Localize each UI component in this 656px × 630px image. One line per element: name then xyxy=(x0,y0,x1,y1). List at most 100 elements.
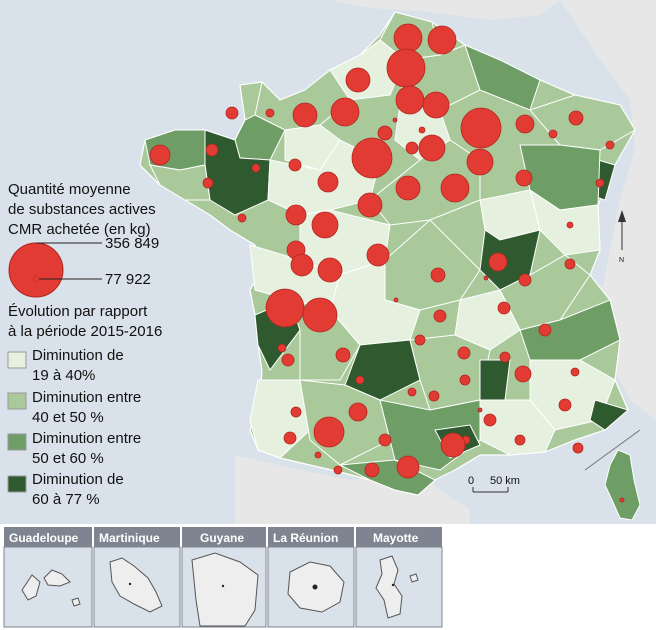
legend-evolution-title-1: Évolution par rapport xyxy=(8,303,148,320)
department-bubble xyxy=(422,91,450,119)
department-bubble xyxy=(515,169,533,187)
department-bubble xyxy=(407,387,417,397)
department-bubble xyxy=(459,374,471,386)
inset-label-martinique: Martinique xyxy=(99,531,160,545)
department-bubble xyxy=(414,334,426,346)
department-bubble xyxy=(395,85,425,115)
svg-text:N: N xyxy=(619,257,624,264)
neighbour-land-north xyxy=(330,0,560,20)
department-bubble xyxy=(366,243,390,267)
department-bubble xyxy=(460,107,502,149)
martinique-island xyxy=(109,557,163,613)
department-bubble xyxy=(538,323,552,337)
department-bubble xyxy=(488,252,508,272)
legend-class-1-line1: Diminution de xyxy=(32,347,124,364)
legend-size-title-2: de substances actives xyxy=(8,201,156,218)
department-area xyxy=(464,44,541,111)
inset-map-mayotte xyxy=(355,546,443,628)
department-bubble xyxy=(595,178,605,188)
inset-label-mayotte: Mayotte xyxy=(373,531,419,545)
department-bubble xyxy=(514,434,526,446)
legend-swatch-2 xyxy=(7,392,27,410)
overseas-insets: Guadeloupe Martinique Guyane La Réunion … xyxy=(3,527,443,628)
department-bubble xyxy=(290,406,302,418)
inset-header-martinique xyxy=(94,527,180,547)
department-bubble xyxy=(393,297,399,303)
department-bubble xyxy=(477,407,483,413)
department-bubble xyxy=(290,253,314,277)
legend-size-max: 356 849 xyxy=(105,235,159,252)
department-bubble xyxy=(283,431,297,445)
svg-text:50 km: 50 km xyxy=(490,475,520,487)
department-bubble xyxy=(335,347,351,363)
department-bubble xyxy=(311,211,339,239)
department-bubble xyxy=(405,141,419,155)
department-bubble xyxy=(281,353,295,367)
department-area xyxy=(589,399,630,431)
legend-bubble-min xyxy=(32,275,40,283)
department-bubble xyxy=(317,257,343,283)
department-bubble xyxy=(237,213,247,223)
department-bubble xyxy=(548,129,558,139)
mayotte-island xyxy=(375,555,419,619)
department-bubble xyxy=(499,351,511,363)
department-bubble xyxy=(348,402,368,422)
department-bubble xyxy=(378,433,392,447)
legend-size-title-1: Quantité moyenne xyxy=(8,181,131,198)
department-bubble xyxy=(572,442,584,454)
department-bubble xyxy=(396,455,420,479)
department-area xyxy=(479,359,511,401)
department-bubble xyxy=(351,137,393,179)
department-bubble xyxy=(386,48,426,88)
department-bubble xyxy=(418,126,426,134)
department-bubble xyxy=(205,143,219,157)
guadeloupe-island xyxy=(21,569,81,607)
department-bubble xyxy=(330,97,360,127)
legend-class-3-line2: 50 et 60 % xyxy=(32,450,104,467)
department-bubble xyxy=(285,204,307,226)
department-bubble xyxy=(313,416,345,448)
department-bubble xyxy=(428,390,440,402)
legend-class-2-line1: Diminution entre xyxy=(32,389,141,406)
department-bubble xyxy=(466,148,494,176)
department-bubble xyxy=(314,451,322,459)
department-bubble xyxy=(515,114,535,134)
department-bubble xyxy=(605,140,615,150)
neighbour-land-east xyxy=(560,0,656,420)
department-bubble xyxy=(430,267,446,283)
inset-map-guadeloupe xyxy=(3,546,93,628)
legend-class-2-line2: 40 et 50 % xyxy=(32,409,104,426)
legend-swatch-1 xyxy=(7,351,27,369)
department-bubble xyxy=(518,273,532,287)
department-bubble xyxy=(619,497,625,503)
department-bubble xyxy=(457,346,471,360)
department-bubble xyxy=(302,297,338,333)
inset-header-mayotte xyxy=(356,527,442,547)
department-bubble xyxy=(497,301,511,315)
department-bubble xyxy=(393,23,423,53)
inset-label-la-reunion: La Réunion xyxy=(273,531,338,545)
department-bubble xyxy=(433,309,447,323)
department-bubble xyxy=(265,288,305,328)
inset-header-guyane xyxy=(182,527,266,547)
legend-class-3-line1: Diminution entre xyxy=(32,430,141,447)
department-bubble xyxy=(483,413,497,427)
department-area xyxy=(479,399,556,456)
corsica xyxy=(604,449,641,521)
department-bubble xyxy=(265,108,275,118)
bubble-layer xyxy=(149,23,625,503)
department-bubble xyxy=(202,177,214,189)
department-bubble xyxy=(570,367,580,377)
legend-class-1-line2: 19 à 40% xyxy=(32,367,95,384)
guyane-territory xyxy=(191,552,259,627)
legend-class-4-line1: Diminution de xyxy=(32,471,124,488)
inset-header-guadeloupe xyxy=(4,527,92,547)
department-bubble xyxy=(568,110,584,126)
department-bubble xyxy=(483,275,489,281)
department-bubble xyxy=(564,258,576,270)
department-area xyxy=(344,339,421,401)
inset-label-guadeloupe: Guadeloupe xyxy=(9,531,79,545)
inset-header-la-reunion xyxy=(268,527,354,547)
north-arrow: N xyxy=(618,210,626,264)
